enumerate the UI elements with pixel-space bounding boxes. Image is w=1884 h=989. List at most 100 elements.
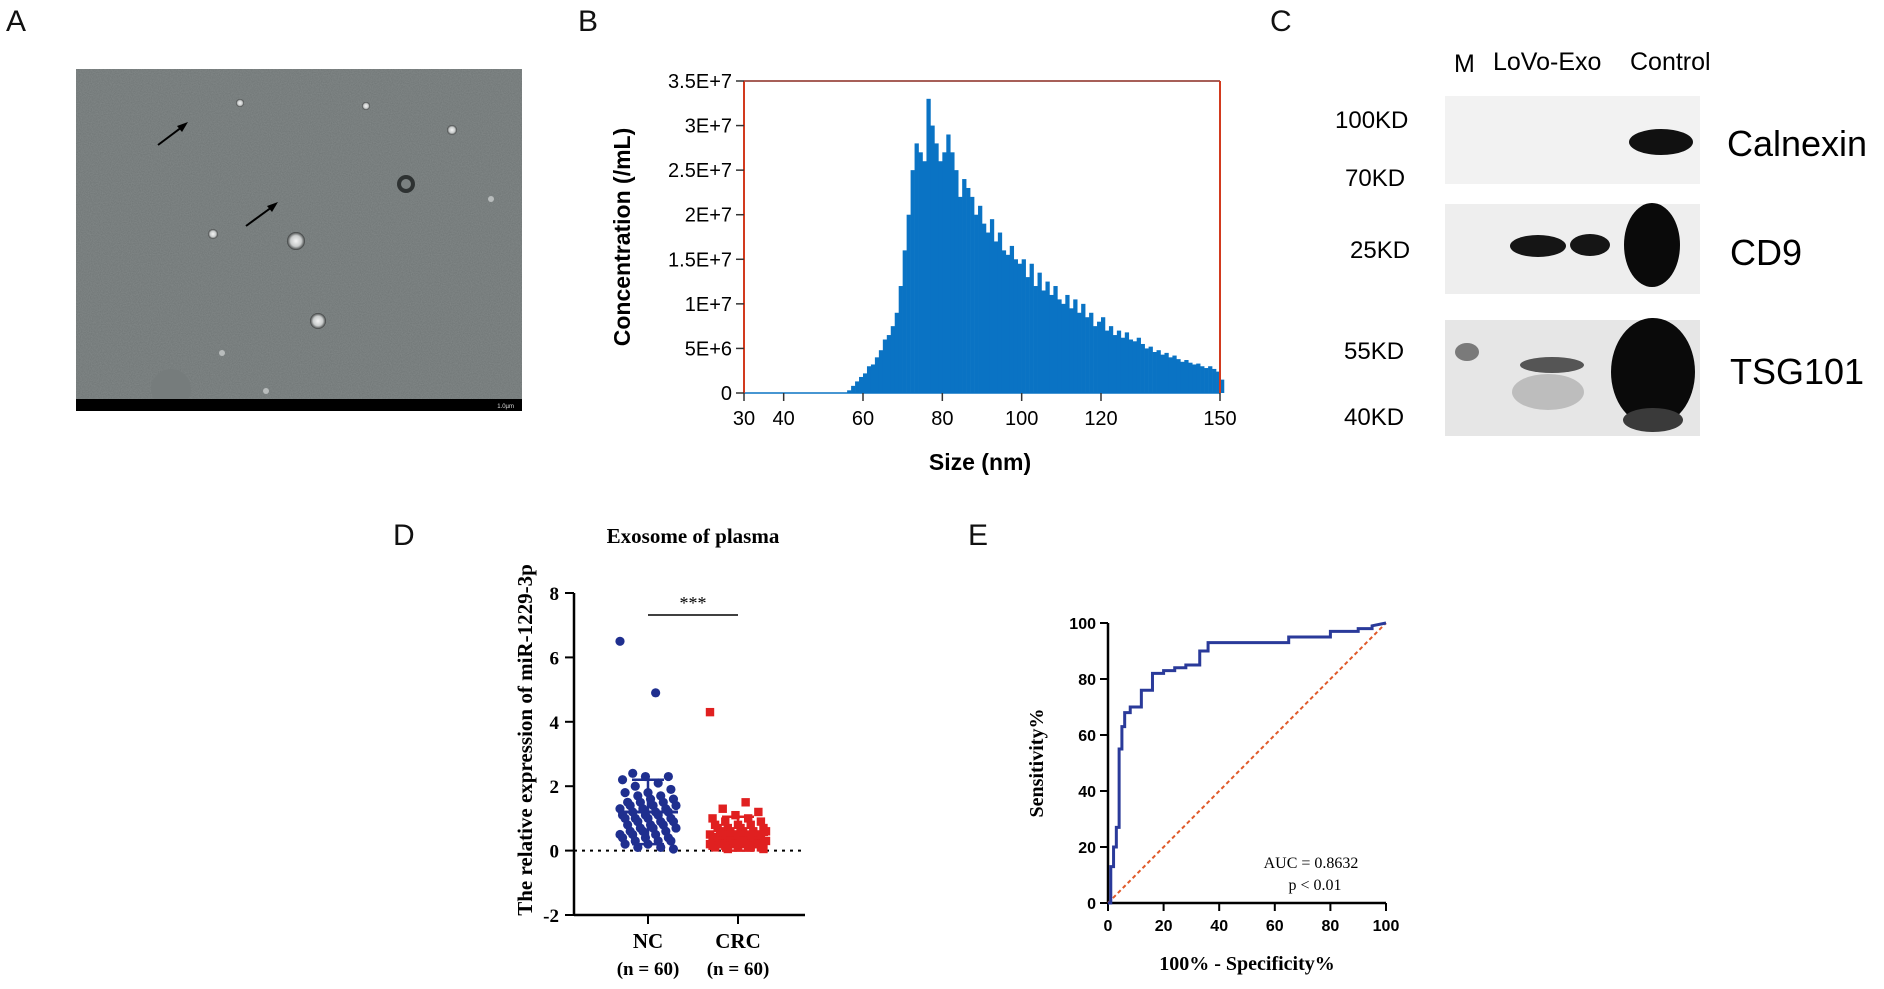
x-tick-label: 0: [1104, 918, 1113, 935]
data-point: [756, 817, 766, 826]
histogram-bar: [1116, 330, 1122, 393]
histogram-bar: [906, 214, 911, 393]
x-tick-label: 40: [1210, 918, 1228, 935]
histogram-bar: [1196, 363, 1201, 393]
histogram-bar: [878, 350, 884, 393]
data-point: [710, 843, 720, 852]
data-point: [743, 814, 753, 823]
data-point: [615, 636, 625, 646]
y-tick-label: 100: [1069, 616, 1096, 633]
histogram-bar: [1085, 317, 1090, 393]
histogram-bar: [859, 376, 864, 393]
target-calnexin: Calnexin: [1727, 123, 1867, 164]
histogram-bar: [1065, 294, 1070, 393]
arrow-icon: [245, 202, 278, 227]
x-tick-label: 120: [1084, 408, 1117, 430]
histogram-bar: [997, 232, 1003, 393]
histogram-bar: [1208, 366, 1213, 393]
histogram-bar: [966, 187, 971, 393]
y-tick-label: 40: [1078, 784, 1096, 801]
panel-label-e: E: [968, 519, 989, 552]
x-tick-label: 150: [1203, 408, 1236, 430]
data-point: [671, 823, 681, 833]
data-point: [746, 820, 755, 830]
histogram-bar: [1188, 362, 1193, 393]
histogram-bar: [894, 312, 899, 393]
histogram-bar: [1021, 259, 1026, 393]
histogram-bar: [890, 326, 896, 393]
x-tick-label: 20: [1155, 918, 1173, 935]
histogram-bar: [1033, 286, 1038, 393]
significance-label: ***: [680, 593, 707, 613]
data-point: [708, 814, 717, 823]
histogram-bar: [1029, 263, 1034, 393]
histogram-bar: [1124, 332, 1130, 393]
y-tick-label: 1.5E+7: [668, 249, 732, 271]
histogram-bar: [1156, 350, 1161, 393]
x-tick-label: 60: [852, 408, 874, 430]
y-tick-label: 60: [1078, 728, 1096, 745]
histogram-bar: [863, 373, 868, 393]
histogram-bar: [870, 364, 876, 393]
x-axis-title: 100% - Specificity%: [1159, 953, 1335, 975]
histogram-bar: [918, 152, 923, 393]
histogram-bar: [922, 161, 927, 393]
histogram-bar: [970, 196, 975, 393]
histogram-bar: [926, 98, 931, 393]
y-tick-label: 8: [550, 584, 560, 605]
histogram-bar: [914, 143, 919, 393]
histogram-bar: [1077, 312, 1082, 393]
y-tick-label: 5E+6: [685, 338, 732, 360]
x-tick-sublabel: (n = 60): [617, 959, 680, 980]
histogram-bar: [851, 385, 856, 393]
histogram-bar: [1013, 259, 1018, 393]
x-tick-label: 100: [1005, 408, 1038, 430]
y-axis-title: The relative expression of miR-1229-3p: [513, 564, 537, 916]
p-value-annotation: p < 0.01: [1288, 877, 1341, 894]
histogram-bar: [886, 335, 892, 393]
panel-label-b: B: [578, 5, 599, 38]
data-point: [721, 817, 730, 826]
auc-annotation: AUC = 0.8632: [1264, 855, 1359, 872]
histogram-bar: [855, 381, 860, 393]
y-tick-label: 6: [550, 648, 560, 669]
y-tick-label: 0: [550, 842, 560, 863]
data-point: [731, 810, 740, 820]
histogram-bar: [1132, 341, 1137, 393]
y-tick-label: 1E+7: [685, 294, 732, 316]
histogram-bar: [1061, 303, 1066, 393]
data-point: [628, 768, 638, 778]
data-point: [761, 836, 771, 846]
histogram-bar: [1220, 379, 1225, 393]
histogram-bar: [1136, 337, 1141, 393]
histogram-bar: [1053, 286, 1058, 393]
data-point: [741, 798, 750, 807]
lane-label-control: Control: [1630, 48, 1711, 76]
histogram-bar: [978, 205, 983, 393]
histogram-bar: [1180, 361, 1185, 393]
histogram-bar: [1108, 326, 1114, 393]
histogram-bar: [1148, 346, 1153, 393]
chart-title: Exosome of plasma: [607, 524, 780, 548]
histogram-bar: [898, 286, 903, 393]
y-tick-label: 20: [1078, 840, 1096, 857]
x-tick-label: 80: [931, 408, 953, 430]
data-point: [754, 807, 763, 817]
panel-label-d: D: [393, 519, 415, 552]
panel-label-a: A: [6, 5, 27, 38]
data-point: [705, 707, 715, 717]
histogram-bar: [1045, 281, 1050, 393]
histogram-bar: [958, 196, 963, 393]
y-tick-label: 2.5E+7: [668, 160, 732, 182]
y-tick-label: 0: [1087, 896, 1096, 913]
roc-line: [1108, 621, 1387, 905]
marker-25kd: 25KD: [1350, 237, 1410, 264]
histogram-bar: [1112, 335, 1118, 393]
histogram-bar: [1200, 366, 1205, 393]
histogram-bar: [1001, 250, 1007, 393]
y-tick-label: 2: [550, 777, 560, 798]
tem-micrograph: 1.0µm: [76, 69, 522, 411]
